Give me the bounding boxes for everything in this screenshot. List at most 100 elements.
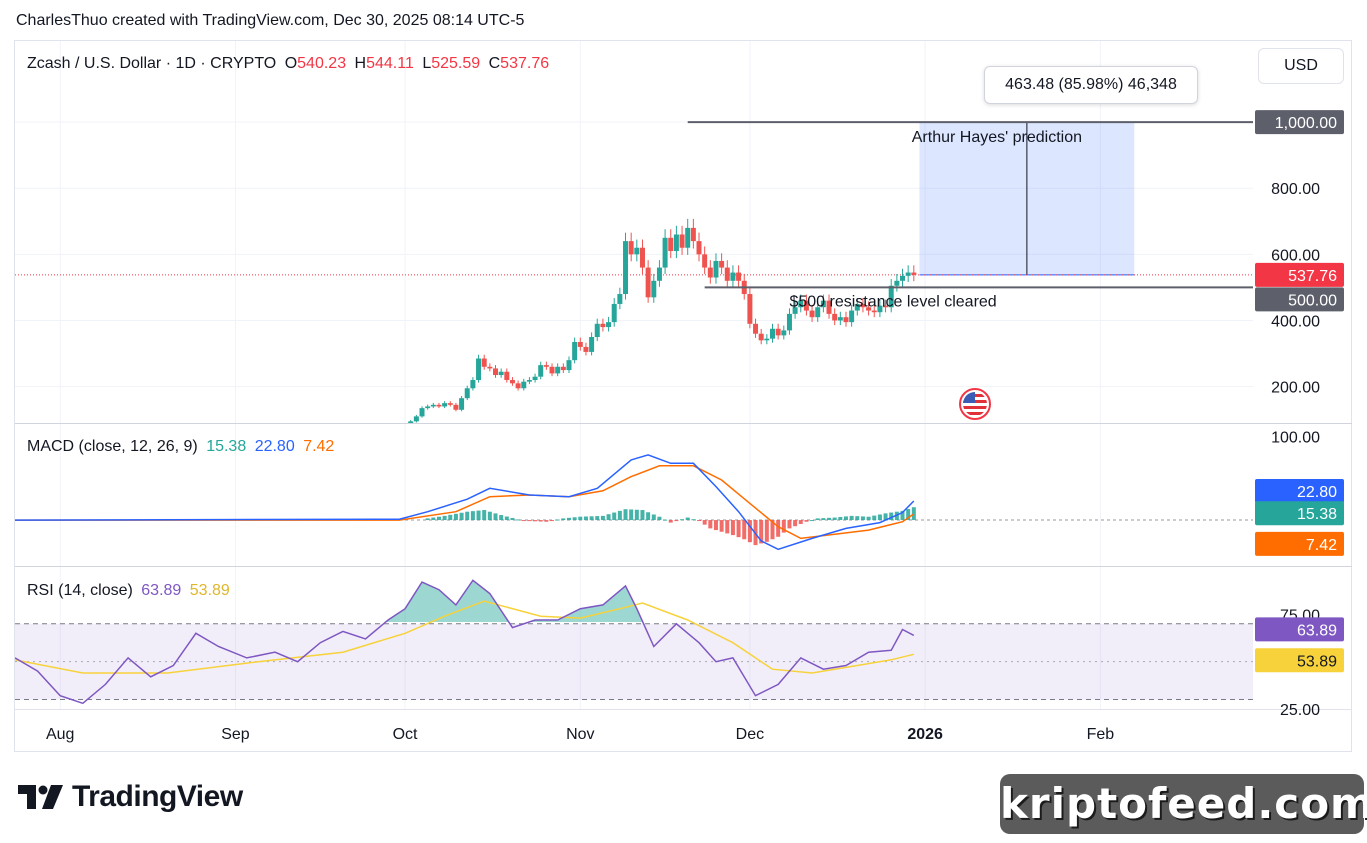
macd-histogram-bar [459,512,464,521]
macd-histogram-bar [776,520,781,537]
candle-body [837,317,843,321]
candle-body [826,300,832,314]
open-value: 540.23 [297,55,347,72]
candle-body [487,366,493,369]
candle-body [662,237,668,268]
level-500-tag-bg [1255,287,1344,312]
macd-histogram-bar [900,510,905,521]
candle-body [894,280,900,286]
candle-body [639,247,645,268]
macd-histogram-bar [719,520,724,532]
macd-histogram-bar [810,520,815,522]
candle-body [532,376,538,381]
candle-body [713,260,719,278]
currency-button[interactable]: USD [1258,48,1344,84]
macd-signal-line[interactable] [15,465,915,540]
us-economic-event-icon[interactable] [959,388,991,420]
candle-body [866,307,872,311]
macd-histogram-bar [906,509,911,521]
candle-body [764,338,770,341]
candle-body [611,303,617,323]
candle-body [464,388,470,399]
macd-histogram-bar [872,515,877,521]
candle-body [871,310,877,313]
kriptofeed-watermark: kriptofeed.com [1000,774,1367,834]
macd-histogram-bar [640,510,645,521]
macd-histogram-bar [516,519,521,521]
macd-histogram-bar [612,512,617,521]
level-1000-tag-bg [1255,110,1344,135]
macd-signal-tag: 7.42 [1306,537,1337,554]
price-axis-label: 200.00 [1271,380,1320,397]
candle-body [476,358,482,381]
macd-histogram-bar [578,516,583,521]
rsi-ma-value: 53.89 [189,582,230,599]
candle-body [408,421,414,423]
macd-axis-label: 100.00 [1271,430,1320,447]
candle-body [911,272,917,275]
macd-legend[interactable]: MACD (close, 12, 26, 9) 15.38 22.80 7.42 [27,438,338,456]
time-axis-label: Dec [736,726,764,743]
macd-signal-value: 7.42 [303,438,335,455]
resistance-annotation[interactable]: $500 resistance level cleared [789,293,996,310]
macd-histogram-bar [482,510,487,521]
candle-body [651,280,657,298]
macd-histogram-bar [702,520,707,525]
price-axis-label: 800.00 [1271,181,1320,198]
candle-body [775,328,781,336]
macd-histogram-bar [566,517,571,521]
macd-histogram-bar [691,519,696,521]
prediction-annotation[interactable]: Arthur Hayes' prediction [912,129,1082,146]
candle-body [481,358,487,367]
macd-histogram-bar [527,520,532,522]
tradingview-logo-text: TradingView [72,780,243,813]
candle-body [690,227,696,242]
macd-histogram-bar [747,520,752,543]
macd-histogram-bar [855,516,860,521]
candle-body [645,267,651,298]
macd-histogram-bar [436,516,441,521]
candle-body [843,317,849,323]
macd-histogram[interactable] [425,507,916,546]
macd-histogram-bar [821,518,826,521]
macd-histogram-bar [685,517,690,521]
candle-body [419,408,425,417]
rsi-ma-line[interactable] [15,600,914,674]
candle-body [815,307,821,318]
close-label: C [488,55,501,72]
macd-histogram-bar [453,513,458,521]
macd-histogram-bar [617,510,622,521]
candle-body [509,380,515,384]
macd-histogram-bar [815,518,820,521]
macd-title: MACD (close, 12, 26, 9) [27,438,198,455]
time-axis-label: Sep [221,726,250,743]
macd-histogram-bar [674,520,679,522]
macd-histogram-bar [476,510,481,521]
macd-histogram-bar [533,520,538,522]
time-axis[interactable]: Aug Sep Oct Nov Dec 2026 Feb [46,726,1114,743]
candle-body [668,237,674,252]
candle-body [702,254,708,268]
candle-body [905,272,911,276]
macd-line[interactable] [15,454,915,551]
candlestick-series[interactable] [403,218,917,429]
level-1000-tag: 1,000.00 [1275,115,1337,132]
candle-body [730,272,736,281]
close-value: 537.76 [500,55,550,72]
chart-caption: CharlesThuo created with TradingView.com… [16,12,525,29]
candle-body [719,260,725,268]
candle-body [600,323,606,328]
macd-histogram-bar [521,520,526,522]
time-axis-label: Oct [393,726,418,743]
macd-histogram-bar [849,515,854,521]
symbol-legend[interactable]: Zcash / U.S. Dollar · 1D · CRYPTO O540.2… [27,55,553,73]
rsi-line[interactable] [15,579,915,705]
tradingview-logo[interactable]: TradingView [18,780,243,814]
candle-body [900,275,906,281]
macd-histogram-bar [680,519,685,521]
symbol-title[interactable]: Zcash / U.S. Dollar · 1D · CRYPTO [27,55,277,72]
macd-histogram-bar [465,511,470,521]
rsi-legend[interactable]: RSI (14, close) 63.89 53.89 [27,582,234,600]
candle-body [747,294,753,324]
